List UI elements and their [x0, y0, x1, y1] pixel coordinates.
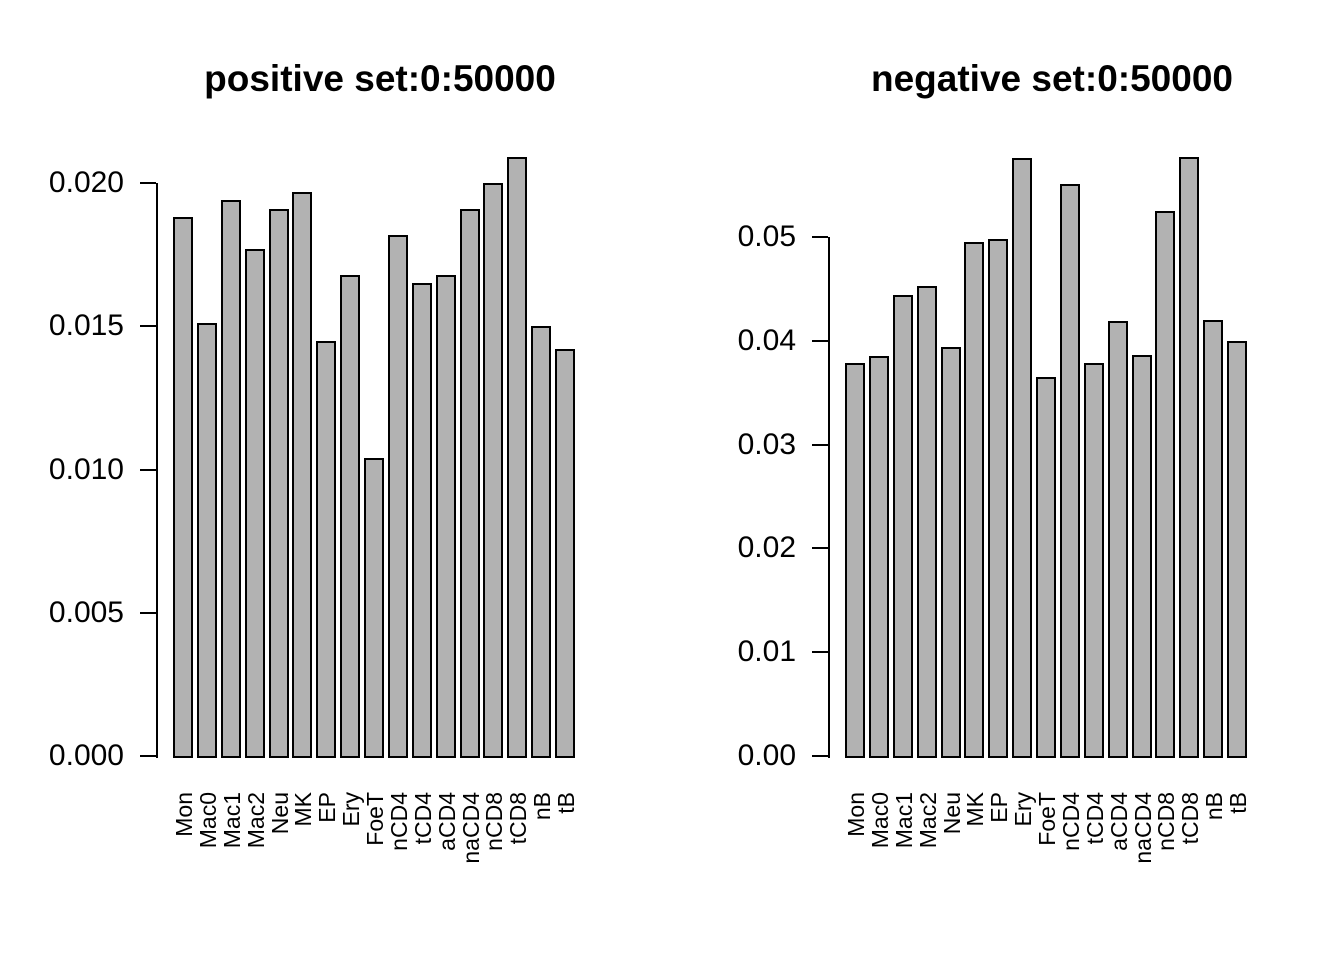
x-tick-label-Mon: Mon: [843, 792, 869, 837]
bar-tCD4: [412, 283, 432, 758]
x-tick-label-Mac2: Mac2: [243, 792, 269, 849]
x-tick-label-tCD4: tCD4: [1082, 792, 1108, 845]
x-tick-label-EP: EP: [314, 792, 340, 823]
y-tick-label: 0.01: [737, 635, 796, 668]
x-tick-label-Mac1: Mac1: [219, 792, 245, 849]
y-tick-mark: [140, 325, 156, 327]
y-tick-mark: [812, 444, 828, 446]
x-tick-label-nCD4: nCD4: [1058, 792, 1084, 851]
x-tick-label-tCD8: tCD8: [1177, 792, 1203, 845]
y-tick-mark: [140, 469, 156, 471]
bar-Mac2: [917, 286, 937, 758]
y-tick-label: 0.02: [737, 531, 796, 564]
y-tick-label: 0.05: [737, 220, 796, 253]
chart-title-positive: positive set:0:50000: [204, 58, 556, 99]
x-tick-label-nCD4: nCD4: [386, 792, 412, 851]
bar-Mon: [845, 363, 865, 758]
x-tick-label-Mac0: Mac0: [195, 792, 221, 849]
bar-Mac1: [221, 200, 241, 758]
x-tick-label-nB: nB: [1201, 792, 1227, 821]
x-tick-label-Neu: Neu: [267, 792, 293, 835]
y-tick-label: 0.000: [48, 739, 124, 772]
x-tick-label-aCD4: aCD4: [434, 792, 460, 851]
plot-area-positive: 0.000 0.005 0.010 0.015 0.020 Mon Mac0 Mac1 Mac2…: [48, 157, 579, 864]
bar-nCD8: [483, 183, 503, 758]
plot-area-negative: 0.00 0.01 0.02 0.03 0.04 0.05 Mon Mac0 Mac1 Mac2 N…: [672, 0, 1344, 960]
bar-Ery: [340, 275, 360, 758]
bar-EP: [316, 341, 336, 758]
y-tick-mark: [812, 651, 828, 653]
bar-tB: [555, 349, 575, 758]
y-tick-mark: [140, 182, 156, 184]
panel-positive-set: positive set:0:50000 0.000 0.005 0.010 0.01…: [48, 58, 579, 864]
bar-nCD4: [388, 235, 408, 758]
bar-nCD8: [1155, 211, 1175, 758]
x-tick-label-naCD4: naCD4: [1130, 792, 1156, 864]
y-tick-label: 0.04: [737, 324, 796, 357]
panel-negative-set: negative set:0:50000 0.00 0.01 0.02 0.03 0.0…: [672, 0, 1344, 960]
bar-EP: [988, 239, 1008, 758]
y-tick-label: 0.03: [737, 428, 796, 461]
bar-Ery: [1012, 158, 1032, 758]
x-tick-label-MK: MK: [290, 792, 316, 827]
y-tick-label: 0.015: [48, 309, 124, 342]
x-tick-label-FoeT: FoeT: [1034, 792, 1060, 846]
y-tick-mark: [812, 340, 828, 342]
x-tick-label-Mac2: Mac2: [915, 792, 941, 849]
bar-Mac0: [869, 356, 889, 758]
x-tick-label-nB: nB: [529, 792, 555, 821]
x-tick-label-nCD8: nCD8: [481, 792, 507, 851]
bar-Neu: [941, 347, 961, 758]
bar-MK: [292, 192, 312, 758]
x-tick-label-tCD8: tCD8: [505, 792, 531, 845]
bar-FoeT: [1036, 377, 1056, 758]
bar-tCD4: [1084, 363, 1104, 758]
x-tick-label-Mac0: Mac0: [867, 792, 893, 849]
x-tick-label-naCD4: naCD4: [458, 792, 484, 864]
bar-MK: [964, 242, 984, 758]
x-tick-label-Ery: Ery: [338, 792, 364, 827]
bar-aCD4: [1108, 321, 1128, 758]
bar-tCD8: [1179, 157, 1199, 758]
y-tick-mark: [812, 547, 828, 549]
bar-nB: [1203, 320, 1223, 758]
y-axis-line: [828, 237, 830, 758]
x-tick-label-tB: tB: [553, 792, 579, 814]
x-tick-label-MK: MK: [962, 792, 988, 827]
y-tick-label: 0.020: [48, 166, 124, 199]
bar-tB: [1227, 341, 1247, 758]
bar-naCD4: [1132, 355, 1152, 758]
x-tick-label-nCD8: nCD8: [1153, 792, 1179, 851]
bar-nCD4: [1060, 184, 1080, 758]
bar-Neu: [269, 209, 289, 758]
x-tick-label-EP: EP: [986, 792, 1012, 823]
chart-title-negative: negative set:0:50000: [871, 58, 1233, 99]
bar-FoeT: [364, 458, 384, 758]
y-tick-label: 0.010: [48, 453, 124, 486]
y-tick-mark: [140, 755, 156, 757]
x-tick-label-FoeT: FoeT: [362, 792, 388, 846]
y-axis-line: [156, 183, 158, 758]
bar-Mac2: [245, 249, 265, 758]
y-tick-label: 0.00: [737, 739, 796, 772]
y-tick-mark: [140, 612, 156, 614]
bar-tCD8: [507, 157, 527, 758]
bar-Mac0: [197, 323, 217, 758]
x-tick-label-aCD4: aCD4: [1106, 792, 1132, 851]
y-tick-label: 0.005: [48, 596, 124, 629]
bar-Mac1: [893, 295, 913, 758]
x-tick-label-tB: tB: [1225, 792, 1251, 814]
x-tick-label-Mac1: Mac1: [891, 792, 917, 849]
y-tick-mark: [812, 755, 828, 757]
x-tick-label-tCD4: tCD4: [410, 792, 436, 845]
bar-Mon: [173, 217, 193, 758]
bar-nB: [531, 326, 551, 758]
bar-naCD4: [460, 209, 480, 758]
bar-aCD4: [436, 275, 456, 758]
x-tick-label-Neu: Neu: [939, 792, 965, 835]
x-tick-label-Mon: Mon: [171, 792, 197, 837]
x-tick-label-Ery: Ery: [1010, 792, 1036, 827]
y-tick-mark: [812, 236, 828, 238]
